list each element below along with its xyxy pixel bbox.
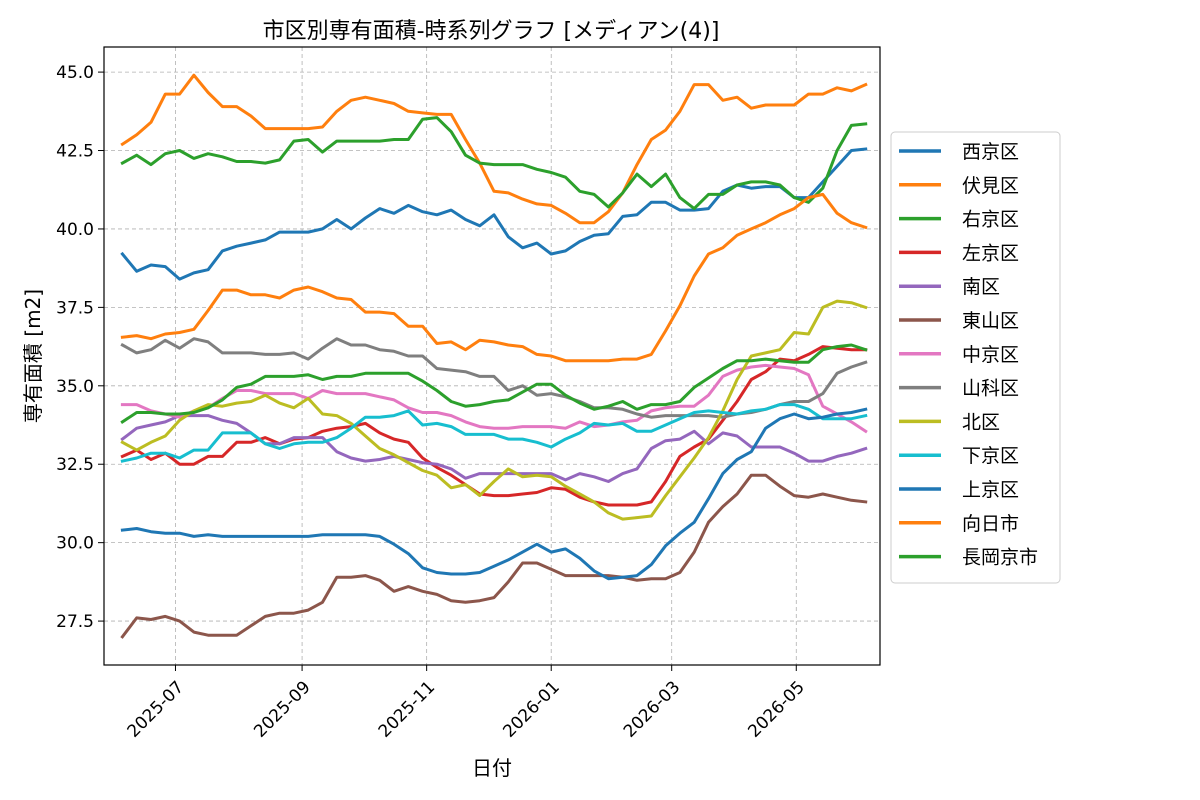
series-line-3 (120, 116, 868, 211)
legend-label: 向日市 (962, 513, 1019, 535)
y-axis-label: 専有面積 [m2] (21, 289, 45, 423)
series-line-10 (120, 403, 868, 463)
series-lines (120, 73, 868, 639)
x-tick-label: 2026-01 (499, 677, 563, 741)
y-tick-label: 40.0 (56, 220, 94, 240)
y-tick-label: 32.5 (56, 455, 94, 475)
chart-title: 市区別専有面積-時系列グラフ [メディアン(4)] (263, 19, 720, 44)
y-tick-label: 35.0 (56, 377, 94, 397)
y-axis-ticks: 27.5 30.0 32.5 35.0 37.5 40.0 42.5 45.0 (56, 63, 104, 632)
grid-lines (104, 47, 880, 665)
series-line-6 (120, 473, 868, 639)
legend-box (890, 131, 1061, 584)
legend-label: 中京区 (962, 344, 1019, 366)
series-line-13 (120, 343, 868, 424)
y-tick-label: 45.0 (56, 63, 94, 83)
legend-label: 伏見区 (962, 175, 1019, 197)
series-line-9 (120, 299, 868, 521)
legend-label: 右京区 (962, 209, 1019, 231)
legend-label: 山科区 (962, 378, 1019, 400)
series-line-12 (120, 192, 868, 363)
x-tick-label: 2025-11 (375, 677, 439, 741)
y-tick-label: 30.0 (56, 534, 94, 554)
legend-label: 上京区 (962, 479, 1019, 501)
legend-label: 東山区 (962, 310, 1019, 332)
series-line-1 (120, 147, 868, 281)
legend-label: 左京区 (962, 242, 1019, 264)
legend-label: 南区 (962, 276, 1000, 298)
y-tick-label: 27.5 (56, 612, 94, 632)
plot-area (103, 46, 881, 666)
x-tick-label: 2026-05 (744, 677, 808, 741)
legend-label: 下京区 (962, 445, 1019, 467)
legend-label: 北区 (962, 411, 1000, 433)
series-line-11 (120, 407, 868, 581)
y-tick-label: 42.5 (56, 142, 94, 162)
series-line-5 (120, 414, 868, 483)
x-tick-label: 2026-03 (620, 677, 684, 741)
x-tick-label: 2025-09 (250, 677, 314, 741)
legend-label: 長岡京市 (962, 547, 1038, 569)
series-line-4 (120, 345, 868, 507)
y-tick-label: 37.5 (56, 298, 94, 318)
x-tick-label: 2025-07 (124, 677, 188, 741)
x-axis-label: 日付 (472, 756, 512, 780)
legend-label: 西京区 (962, 141, 1019, 163)
series-line-2 (120, 73, 868, 225)
x-axis-ticks: 2025-07 2025-09 2025-11 2026-01 2026-03 2026-… (124, 665, 809, 742)
